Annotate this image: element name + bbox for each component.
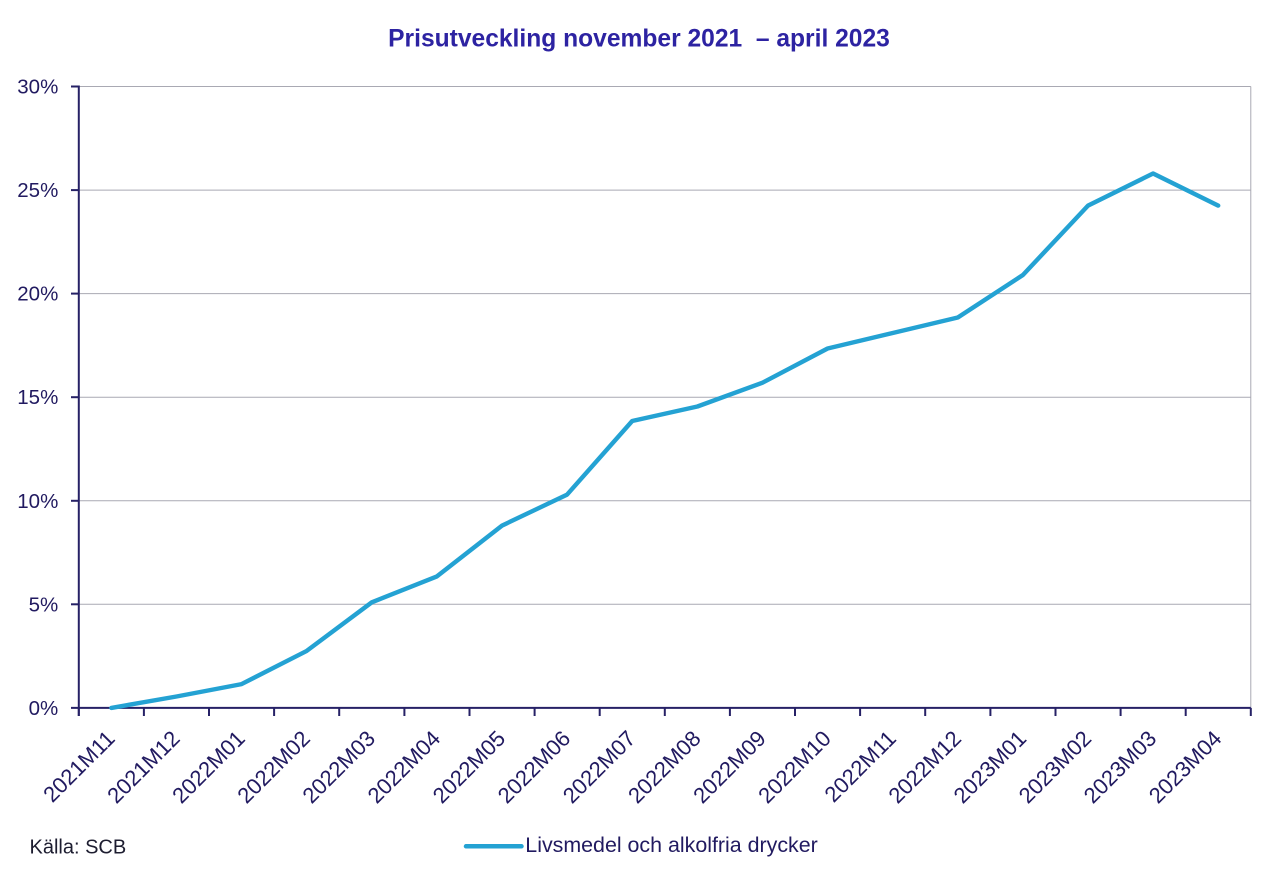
svg-text:Livsmedel och alkolfria drycke: Livsmedel och alkolfria drycker xyxy=(525,833,817,857)
svg-text:0%: 0% xyxy=(29,697,59,720)
svg-text:5%: 5% xyxy=(29,593,59,616)
svg-text:20%: 20% xyxy=(17,283,58,306)
svg-text:Prisutveckling november 2021: Prisutveckling november 2021 – april 202… xyxy=(388,25,890,52)
svg-text:Källa: SCB: Källa: SCB xyxy=(30,837,127,859)
svg-text:15%: 15% xyxy=(17,386,58,409)
svg-text:25%: 25% xyxy=(17,179,58,202)
svg-text:10%: 10% xyxy=(17,490,58,513)
svg-text:30%: 30% xyxy=(17,76,58,99)
